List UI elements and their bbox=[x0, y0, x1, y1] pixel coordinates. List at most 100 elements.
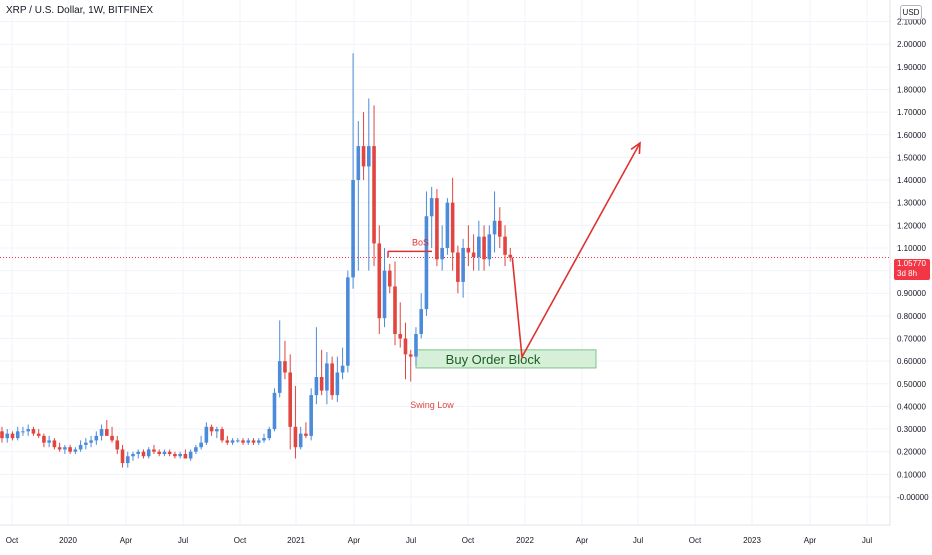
candle-body bbox=[78, 444, 83, 450]
candle bbox=[414, 327, 418, 366]
time-tick-label: Oct bbox=[234, 536, 247, 545]
candle-body bbox=[173, 453, 177, 457]
candle bbox=[42, 433, 46, 448]
candle bbox=[382, 247, 387, 328]
candle bbox=[361, 112, 366, 181]
candle bbox=[131, 451, 135, 461]
time-tick-label: Apr bbox=[120, 536, 133, 545]
candle-body bbox=[325, 363, 329, 391]
candle-body bbox=[477, 236, 481, 258]
candle-body bbox=[445, 202, 450, 248]
candle-body bbox=[351, 180, 355, 278]
candle bbox=[367, 98, 371, 271]
candle-body bbox=[456, 252, 460, 282]
candle-body bbox=[31, 429, 36, 434]
candle bbox=[335, 356, 340, 402]
candle-body bbox=[141, 451, 146, 457]
candle bbox=[225, 435, 230, 445]
price-tick-label: 1.10000 bbox=[897, 244, 926, 253]
currency-button[interactable]: USD bbox=[900, 5, 922, 20]
candle bbox=[267, 426, 272, 441]
candle-body bbox=[492, 220, 497, 235]
swing-low-label: Swing Low bbox=[410, 400, 454, 410]
bos-label: BoS bbox=[412, 237, 429, 247]
candle-body bbox=[367, 146, 371, 167]
time-tick-label: Apr bbox=[576, 536, 589, 545]
candle-body bbox=[356, 146, 361, 181]
candle bbox=[325, 352, 329, 405]
candle bbox=[125, 451, 130, 468]
candle bbox=[503, 225, 507, 267]
candle bbox=[230, 438, 235, 445]
candle bbox=[115, 435, 120, 454]
candle-body bbox=[487, 234, 492, 260]
candle-body bbox=[157, 451, 161, 454]
candle bbox=[84, 438, 88, 450]
candle-body bbox=[319, 377, 324, 391]
candle-body bbox=[188, 451, 193, 459]
candle bbox=[105, 420, 109, 436]
candle-body bbox=[52, 440, 57, 448]
candle-body bbox=[262, 438, 266, 441]
candle bbox=[419, 293, 423, 339]
candle-body bbox=[215, 429, 219, 432]
candle-body bbox=[94, 435, 99, 441]
candle bbox=[330, 356, 334, 400]
candle bbox=[387, 263, 392, 294]
candle bbox=[204, 422, 209, 445]
candle bbox=[5, 429, 10, 443]
candle-body bbox=[194, 447, 198, 452]
candle bbox=[251, 438, 256, 445]
candle-body bbox=[136, 451, 141, 454]
time-tick-label: Oct bbox=[462, 536, 475, 545]
candle bbox=[68, 444, 72, 454]
candle-body bbox=[178, 453, 182, 457]
candle bbox=[440, 225, 444, 271]
candle-body bbox=[26, 429, 30, 432]
time-tick-label: Oct bbox=[6, 536, 19, 545]
candle bbox=[78, 440, 83, 452]
candle-body bbox=[277, 361, 282, 393]
candle-body bbox=[503, 236, 507, 255]
candle bbox=[52, 438, 57, 450]
candle bbox=[120, 444, 125, 468]
grid bbox=[0, 0, 890, 525]
candle bbox=[450, 177, 455, 271]
candle-body bbox=[335, 372, 340, 396]
candle bbox=[178, 451, 182, 459]
candle-body bbox=[209, 426, 214, 432]
candle-body bbox=[408, 354, 413, 357]
candle bbox=[471, 234, 476, 271]
price-tick-label: 0.80000 bbox=[897, 312, 926, 321]
candle bbox=[167, 449, 172, 457]
candle bbox=[403, 322, 408, 380]
chart-title: XRP / U.S. Dollar, 1W, BITFINEX bbox=[6, 5, 154, 16]
candle bbox=[456, 245, 460, 294]
candle-body bbox=[272, 392, 277, 430]
price-tick-label: 1.30000 bbox=[897, 199, 926, 208]
candle bbox=[424, 191, 429, 316]
candle bbox=[188, 449, 193, 461]
time-tick-label: Jul bbox=[862, 536, 872, 545]
candle bbox=[372, 105, 376, 267]
candle-body bbox=[36, 433, 41, 436]
candle-body bbox=[99, 429, 104, 436]
candle-body bbox=[152, 449, 156, 452]
candle bbox=[99, 424, 104, 441]
time-tick-label: Oct bbox=[689, 536, 702, 545]
candle-body bbox=[482, 236, 486, 260]
candle-body bbox=[309, 395, 313, 436]
candle-body bbox=[220, 429, 224, 441]
candle-body bbox=[288, 372, 292, 427]
candle bbox=[309, 388, 313, 441]
candle-body bbox=[162, 451, 167, 454]
candle-body bbox=[84, 442, 88, 445]
candle-body bbox=[57, 447, 62, 450]
candle-body bbox=[330, 363, 334, 396]
candle-body bbox=[146, 449, 151, 457]
candle bbox=[351, 53, 355, 289]
candle-body bbox=[508, 254, 513, 258]
candle bbox=[277, 320, 282, 398]
